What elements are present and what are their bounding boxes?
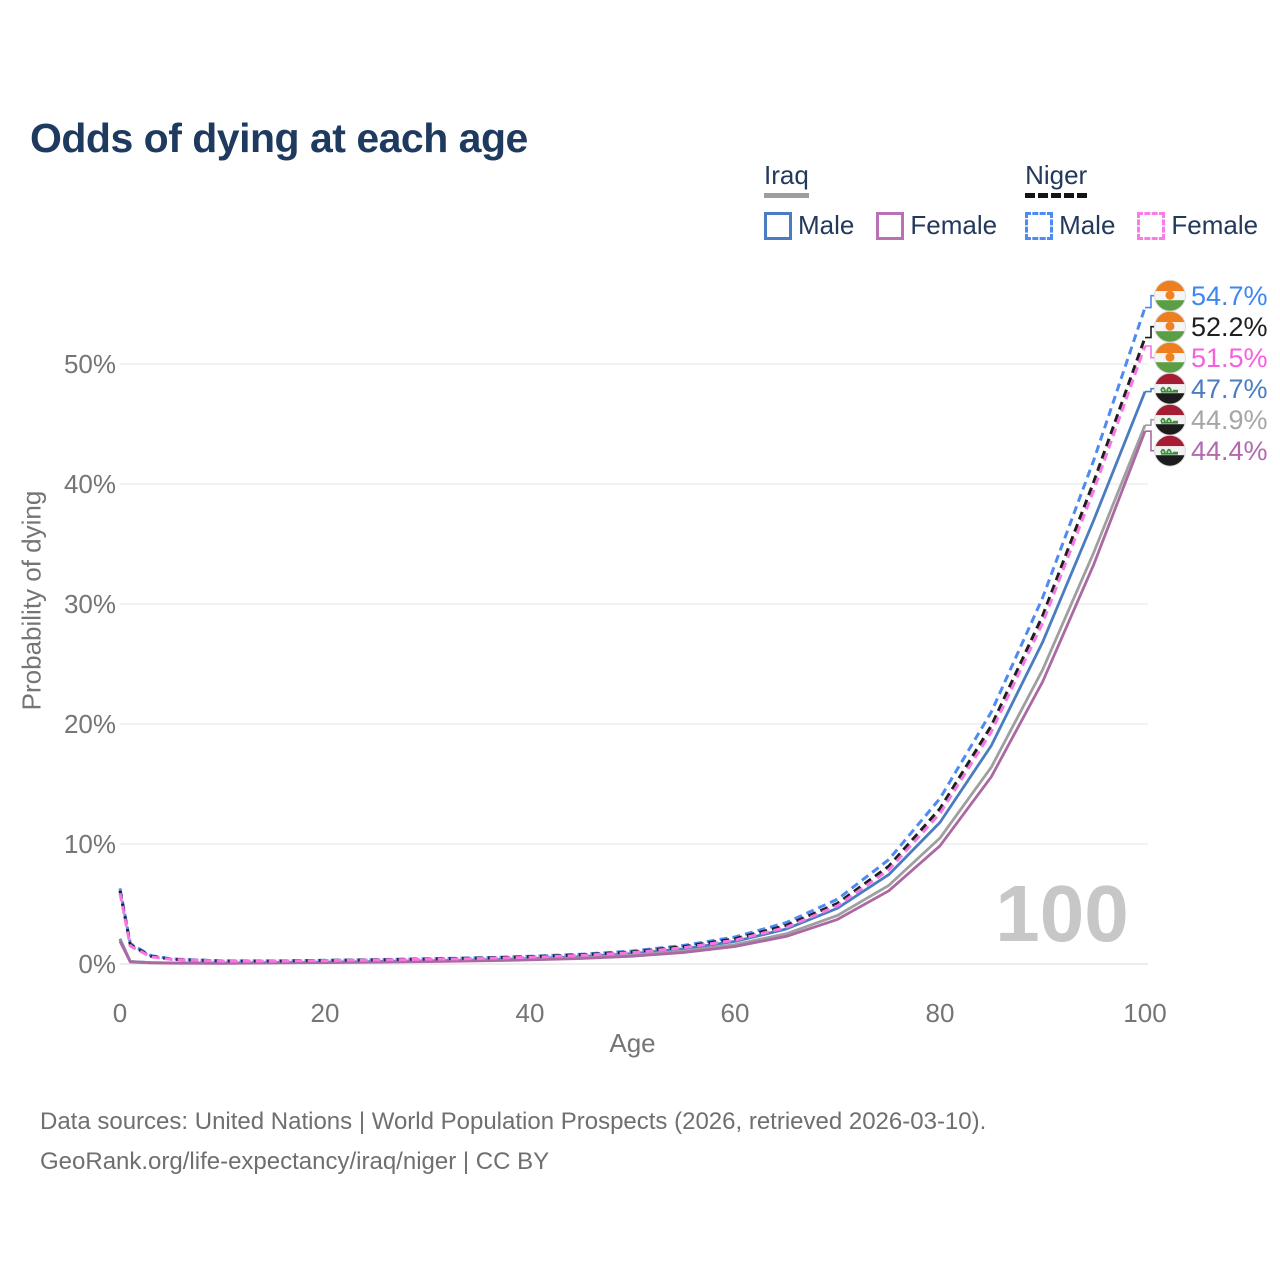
end-value-label-iraq-female: 44.4% [1191,436,1268,466]
solid-line-swatch-icon [764,211,792,240]
y-tick-label: 30% [64,589,116,619]
legend-group-title-iraq[interactable]: Iraq [764,160,809,198]
end-value-label-niger-male: 54.7% [1191,281,1268,311]
x-tick-label: 0 [113,998,127,1028]
legend: Iraq Male Female Niger Male Female [764,160,1258,241]
end-value-label-iraq-all: 44.9% [1191,405,1268,435]
series-line-iraq-female[interactable] [118,430,1147,965]
legend-items-row: Male Female [764,210,997,241]
legend-group-niger: Niger Male Female [1025,160,1258,241]
series-line-niger-all[interactable] [118,337,1147,963]
x-tick-label: 100 [1123,998,1166,1028]
label-connector-iraq-all [1145,418,1156,426]
legend-item-iraq-male[interactable]: Male [764,210,854,241]
series-line-iraq-all[interactable] [118,424,1147,965]
end-value-label-iraq-male: 47.7% [1191,374,1268,404]
iraq-flag-icon [1154,404,1186,436]
y-tick-label: 40% [64,469,116,499]
x-axis-title: Age [609,1028,656,1058]
series-line-iraq-male[interactable] [118,391,1147,965]
mortality-line-chart: 0% 10% 20% 30% 40% 50% 0 20 40 60 80 100 100 54.7%52.… [64,279,1268,1028]
iraq-flag-icon [1154,373,1186,405]
legend-items-row: Male Female [1025,210,1258,241]
x-tick-label: 20 [311,998,340,1028]
x-tick-label: 40 [516,998,545,1028]
niger-flag-icon [1154,280,1186,312]
legend-item-niger-male[interactable]: Male [1025,210,1115,241]
label-connector-niger-female [1145,345,1156,359]
legend-item-iraq-female[interactable]: Female [876,210,997,241]
label-connector-iraq-female [1145,430,1156,452]
label-connector-niger-male [1145,294,1156,309]
y-tick-label: 0% [78,949,116,979]
legend-item-label: Male [798,210,855,240]
legend-item-niger-female[interactable]: Female [1137,210,1258,241]
label-connector-niger-all [1145,325,1156,339]
y-axis-title: Probability of dying [16,490,47,711]
series-line-niger-male[interactable] [118,307,1147,963]
solid-line-swatch-icon [876,211,905,240]
legend-item-label: Female [910,210,998,240]
end-value-label-niger-all: 52.2% [1191,312,1268,342]
dashed-line-swatch-icon [1137,211,1166,240]
page-title: Odds of dying at each age [30,115,528,162]
footer-attribution: GeoRank.org/life-expectancy/iraq/niger |… [40,1148,550,1175]
label-connector-iraq-male [1145,387,1156,393]
niger-flag-icon [1154,311,1186,343]
iraq-flag-icon [1154,435,1186,467]
watermark-age-label: 100 [995,869,1128,958]
footer-data-sources: Data sources: United Nations | World Pop… [40,1108,987,1135]
y-tick-label: 10% [64,829,116,859]
legend-item-label: Female [1171,210,1259,240]
y-tick-label: 20% [64,709,116,739]
niger-flag-icon [1154,342,1186,374]
legend-group-iraq: Iraq Male Female [764,160,997,241]
x-tick-label: 80 [926,998,955,1028]
dashed-line-swatch-icon [1025,211,1054,240]
end-value-label-niger-female: 51.5% [1191,343,1268,373]
series-line-niger-female[interactable] [118,345,1147,963]
legend-item-label: Male [1059,210,1116,240]
x-tick-label: 60 [721,998,750,1028]
y-tick-label: 50% [64,349,116,379]
legend-group-title-niger[interactable]: Niger [1025,160,1088,198]
